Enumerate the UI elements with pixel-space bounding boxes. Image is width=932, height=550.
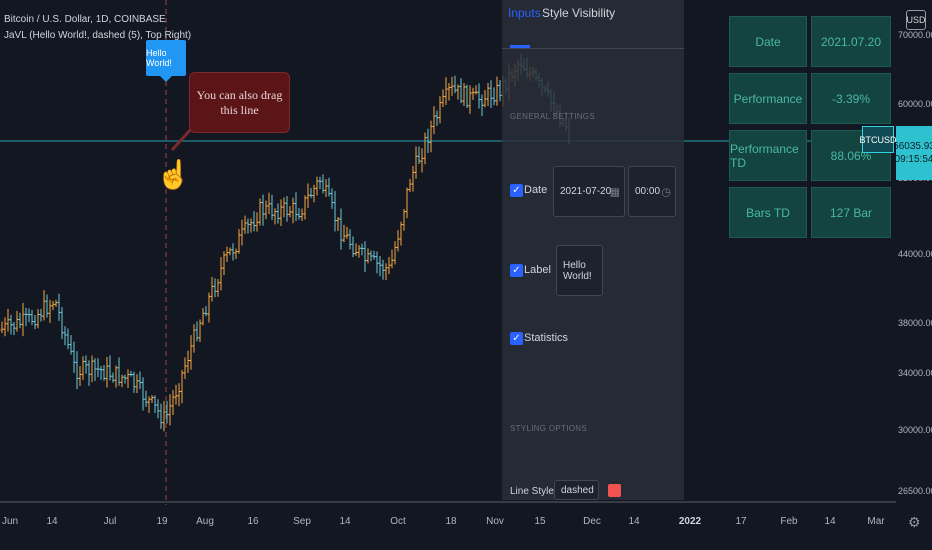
tab-indicator <box>510 45 530 48</box>
label-checkbox[interactable]: ✓ <box>510 264 523 277</box>
x-tick-label: 15 <box>534 516 546 527</box>
x-tick-label: Nov <box>486 516 504 527</box>
date-label: Date <box>524 184 548 196</box>
time-value: 00:00 <box>635 186 661 197</box>
x-tick-label: Feb <box>780 516 798 527</box>
label-label: Label <box>524 264 551 276</box>
line-color-swatch[interactable] <box>608 484 621 497</box>
drag-hint-callout: You can also drag this line <box>189 72 290 133</box>
x-tick-label: Aug <box>196 516 214 527</box>
x-tick-label: 2022 <box>678 516 702 527</box>
styling-options-heading: STYLING OPTIONS <box>510 424 587 433</box>
x-tick-label: 18 <box>445 516 457 527</box>
gear-icon[interactable]: ⚙ <box>908 514 921 530</box>
callout-pointer <box>170 126 194 152</box>
indicator-label[interactable]: JaVL (Hello World!, dashed (5), Top Righ… <box>4 30 192 41</box>
label-input[interactable]: Hello World! <box>556 245 603 296</box>
time-field[interactable]: 00:00 ◷ <box>628 166 676 217</box>
tab-divider <box>502 48 684 49</box>
y-tick-label: 38000.00 <box>898 318 932 328</box>
clock-icon[interactable]: ◷ <box>661 186 671 198</box>
calendar-icon[interactable]: ▦ <box>609 186 620 198</box>
general-settings-heading: GENERAL SETTINGS <box>510 112 595 121</box>
line-style-label: Line Style <box>510 486 554 497</box>
line-style-select[interactable]: dashed <box>554 480 599 500</box>
tab-style[interactable]: Style <box>542 6 569 20</box>
line-style-value: dashed <box>561 484 594 496</box>
stat-label-bars-td: Bars TD <box>729 187 807 238</box>
stat-label-performance: Performance <box>729 73 807 124</box>
statistics-checkbox[interactable]: ✓ <box>510 332 523 345</box>
y-tick-label: 44000.00 <box>898 249 932 259</box>
y-tick-label: 34000.00 <box>898 368 932 378</box>
symbol-tag: BTCUSD <box>860 126 897 153</box>
stat-label-date: Date <box>729 16 807 67</box>
stat-label-performance-td: Performance TD <box>729 130 807 181</box>
x-tick-label: 14 <box>628 516 640 527</box>
x-tick-label: 14 <box>46 516 58 527</box>
x-tick-label: 16 <box>247 516 259 527</box>
x-tick-label: 14 <box>339 516 351 527</box>
tab-inputs[interactable]: Inputs <box>508 6 541 20</box>
x-tick-label: Sep <box>293 516 311 527</box>
currency-button[interactable]: USD <box>906 10 926 30</box>
hand-drag-icon[interactable]: ☝ <box>156 159 191 190</box>
label-value: Hello World! <box>563 259 592 282</box>
last-price-tag: 56035.93 09:15:54 <box>893 126 932 180</box>
tab-visibility[interactable]: Visibility <box>572 6 616 20</box>
last-price: 56035.93 <box>893 141 932 152</box>
date-value: 2021-07-20 <box>560 186 612 197</box>
hline-label-tag[interactable]: Hello World! <box>146 40 186 82</box>
y-tick-label: 26500.00 <box>898 486 932 496</box>
stat-value-performance: -3.39% <box>811 73 891 124</box>
price-axis[interactable] <box>896 0 932 510</box>
x-tick-label: Jul <box>103 516 117 527</box>
x-tick-label: Mar <box>867 516 885 527</box>
settings-panel: Inputs Style Visibility GENERAL SETTINGS… <box>502 0 684 500</box>
y-tick-label: 30000.00 <box>898 425 932 435</box>
stat-value-date: 2021.07.20 <box>811 16 891 67</box>
x-tick-label: 14 <box>824 516 836 527</box>
x-tick-label: Jun <box>1 516 19 527</box>
symbol-title: Bitcoin / U.S. Dollar, 1D, COINBASE <box>4 14 166 25</box>
date-field[interactable]: 2021-07-20 ▦ <box>553 166 625 217</box>
bar-countdown: 09:15:54 <box>894 154 932 165</box>
x-tick-label: Oct <box>390 516 406 527</box>
x-tick-label: 17 <box>735 516 747 527</box>
x-tick-label: 19 <box>156 516 168 527</box>
stat-value-bars-td: 127 Bar <box>811 187 891 238</box>
date-checkbox[interactable]: ✓ <box>510 184 523 197</box>
y-tick-label: 70000.00 <box>898 30 932 40</box>
statistics-label: Statistics <box>524 332 569 344</box>
y-tick-label: 60000.00 <box>898 99 932 109</box>
x-tick-label: Dec <box>583 516 601 527</box>
